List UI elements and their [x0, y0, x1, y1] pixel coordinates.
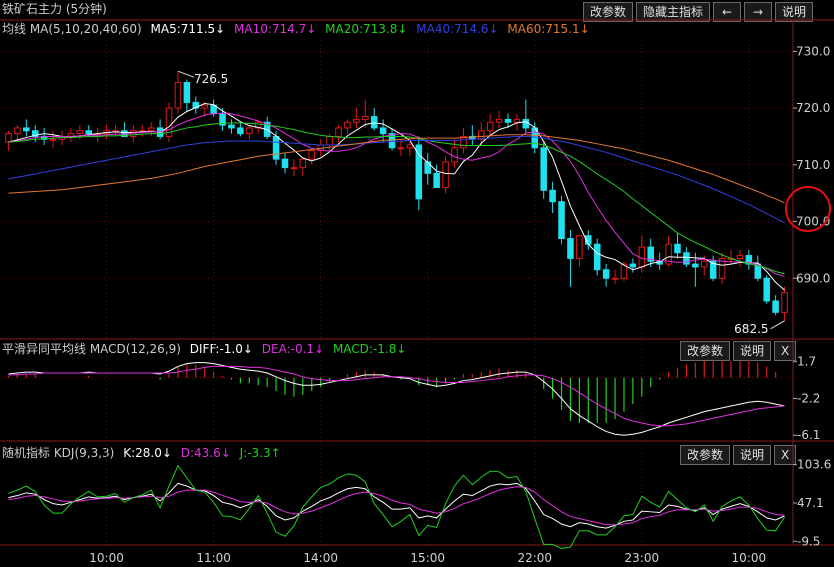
kdj-d-value: D:43.6↓: [180, 446, 231, 460]
time-tick-label: 10:00: [732, 551, 767, 565]
ma5-value: MA5:711.5↓: [150, 22, 226, 36]
ma10-value: MA10:714.7↓: [234, 22, 317, 36]
macd-legend: 平滑异同平均线 MACD(12,26,9) DIFF:-1.0↓ DEA:-0.…: [2, 341, 411, 357]
main-price-panel: 铁矿石主力 (5分钟) 改参数 隐藏主指标 ← → 说明 均线 MA(5,10,…: [2, 2, 814, 37]
macd-panel: 平滑异同平均线 MACD(12,26,9) DIFF:-1.0↓ DEA:-0.…: [0, 339, 834, 441]
arrow-left-icon[interactable]: ←: [713, 2, 742, 22]
macd-help-button[interactable]: 说明: [733, 341, 772, 361]
kdj-toolbar: 改参数 说明 X: [680, 445, 797, 465]
macd-diff-value: DIFF:-1.0↓: [189, 342, 253, 356]
macd-close-button[interactable]: X: [774, 341, 797, 361]
ma40-value: MA40:714.6↓: [416, 22, 499, 36]
arrow-right-icon[interactable]: →: [744, 2, 773, 22]
help-button[interactable]: 说明: [775, 2, 814, 22]
time-tick-label: 10:00: [89, 551, 124, 565]
time-tick-label: 14:00: [303, 551, 338, 565]
ma20-value: MA20:713.8↓: [325, 22, 408, 36]
kdj-j-value: J:-3.3↑: [239, 446, 281, 460]
kdj-legend: 随机指标 KDJ(9,3,3) K:28.0↓ D:43.6↓ J:-3.3↑: [2, 445, 286, 461]
time-tick-label: 23:00: [625, 551, 660, 565]
change-params-button[interactable]: 改参数: [583, 2, 634, 22]
kdj-panel: 随机指标 KDJ(9,3,3) K:28.0↓ D:43.6↓ J:-3.3↑ …: [0, 441, 834, 545]
time-tick-label: 11:00: [196, 551, 231, 565]
kdj-k-value: K:28.0↓: [123, 446, 172, 460]
main-toolbar: 改参数 隐藏主指标 ← → 说明: [583, 2, 814, 22]
highlight-circle: [785, 186, 831, 232]
macd-macd-value: MACD:-1.8↓: [332, 342, 407, 356]
macd-legend-label: 平滑异同平均线 MACD(12,26,9): [2, 342, 181, 356]
kdj-legend-label: 随机指标 KDJ(9,3,3): [2, 446, 115, 460]
kdj-help-button[interactable]: 说明: [733, 445, 772, 465]
macd-dea-value: DEA:-0.1↓: [261, 342, 325, 356]
ma60-value: MA60:715.1↓: [507, 22, 590, 36]
macd-change-params-button[interactable]: 改参数: [680, 341, 731, 361]
time-tick-label: 15:00: [410, 551, 445, 565]
macd-toolbar: 改参数 说明 X: [680, 341, 797, 361]
main-title: 铁矿石主力 (5分钟): [2, 2, 107, 16]
kdj-close-button[interactable]: X: [774, 445, 797, 465]
hide-main-indicator-button[interactable]: 隐藏主指标: [636, 2, 711, 22]
ma-legend: 均线 MA(5,10,20,40,60) MA5:711.5↓ MA10:714…: [2, 21, 595, 37]
kdj-change-params-button[interactable]: 改参数: [680, 445, 731, 465]
ma-legend-label: 均线 MA(5,10,20,40,60): [2, 22, 142, 36]
time-tick-label: 22:00: [517, 551, 552, 565]
